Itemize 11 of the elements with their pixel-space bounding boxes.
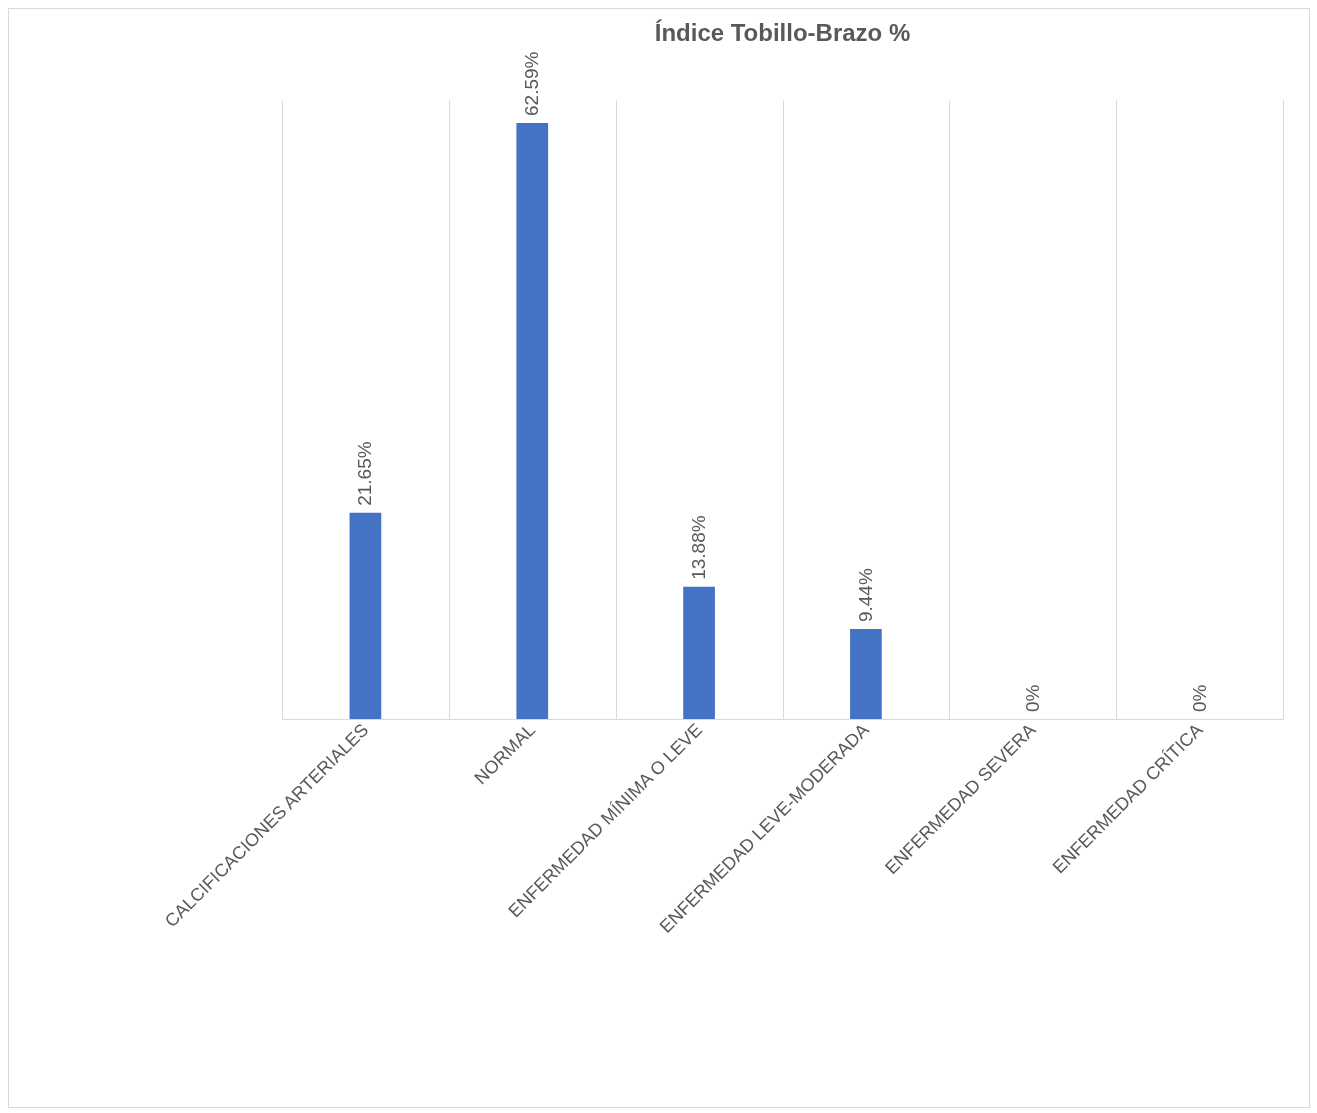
chart-title: Índice Tobillo-Brazo %	[654, 18, 911, 46]
data-label: 0%	[1021, 684, 1043, 712]
data-label: 0%	[1188, 684, 1210, 712]
bar	[683, 586, 715, 719]
bar	[516, 122, 549, 719]
data-label: 9.44%	[854, 568, 876, 623]
data-label: 13.88%	[688, 515, 710, 580]
data-label: 62.59%	[521, 51, 543, 116]
bar	[349, 512, 382, 719]
data-label: 21.65%	[354, 441, 376, 506]
bar	[850, 629, 882, 719]
